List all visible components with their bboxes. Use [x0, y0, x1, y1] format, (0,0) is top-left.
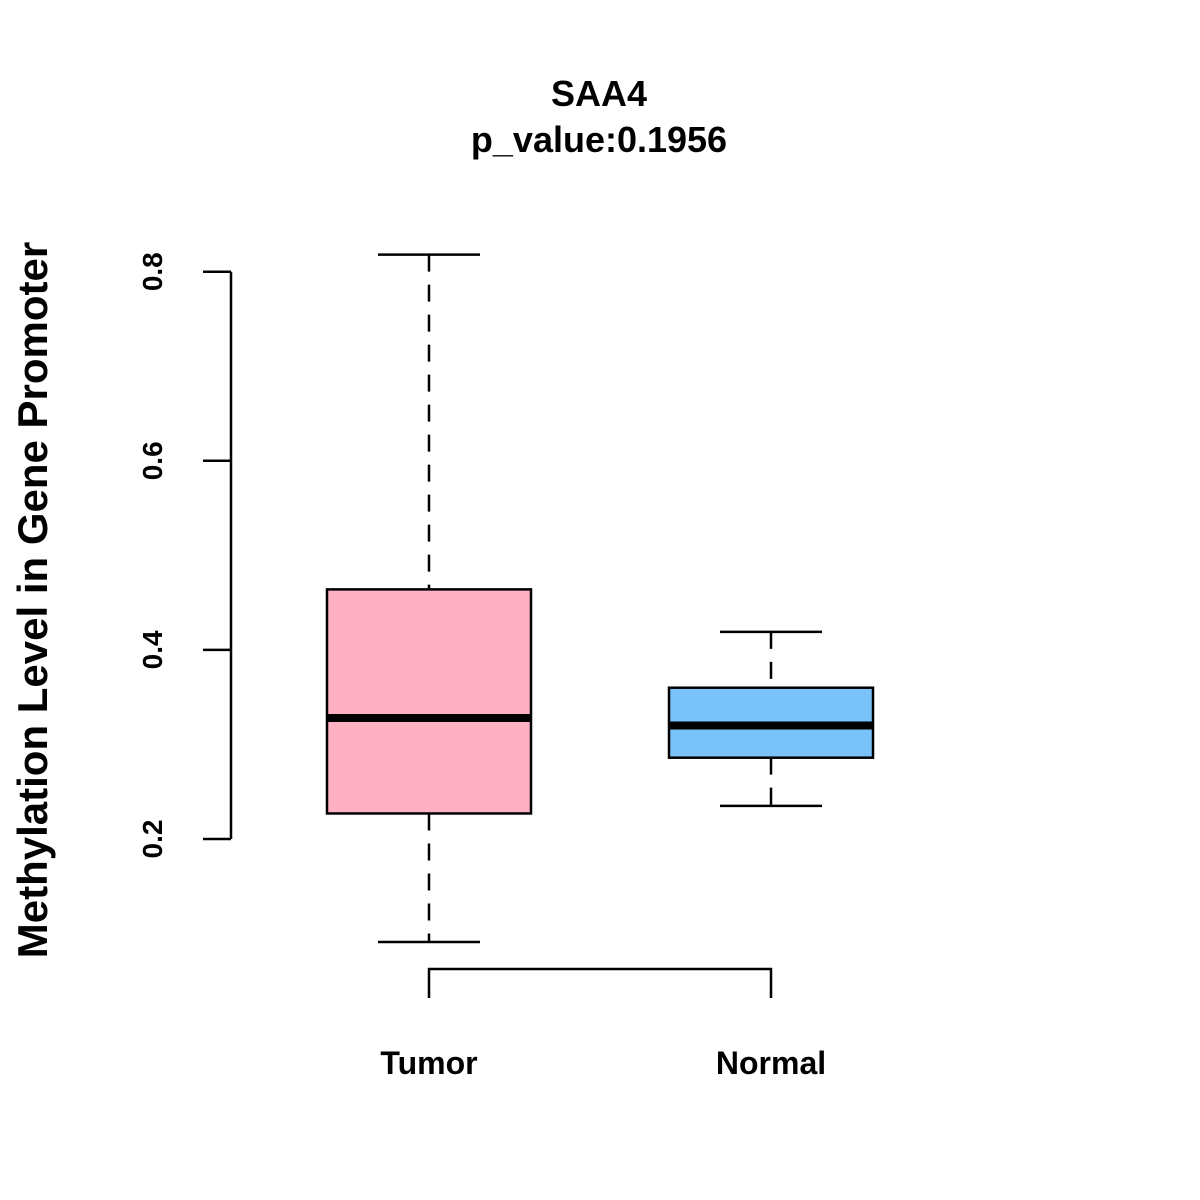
chart-title: SAA4: [551, 73, 647, 114]
box-tumor: [325, 253, 533, 944]
y-tick-label: 0.8: [137, 252, 168, 291]
comparison-bracket-group: [427, 967, 773, 998]
category-label-tumor: Tumor: [380, 1045, 477, 1081]
category-label-normal: Normal: [716, 1045, 826, 1081]
boxes-group: [325, 253, 875, 944]
y-axis-label: Methylation Level in Gene Promoter: [9, 242, 56, 958]
box-normal: [667, 630, 875, 808]
iqr-box: [325, 588, 533, 815]
y-axis: 0.2 0.4 0.6 0.8: [137, 252, 233, 859]
category-labels: Tumor Normal: [380, 1045, 826, 1081]
comparison-bracket: [427, 967, 773, 998]
y-tick-label: 0.2: [137, 820, 168, 859]
y-tick-label: 0.4: [137, 630, 168, 669]
y-tick-label: 0.6: [137, 441, 168, 480]
chart-subtitle: p_value:0.1956: [471, 119, 727, 160]
